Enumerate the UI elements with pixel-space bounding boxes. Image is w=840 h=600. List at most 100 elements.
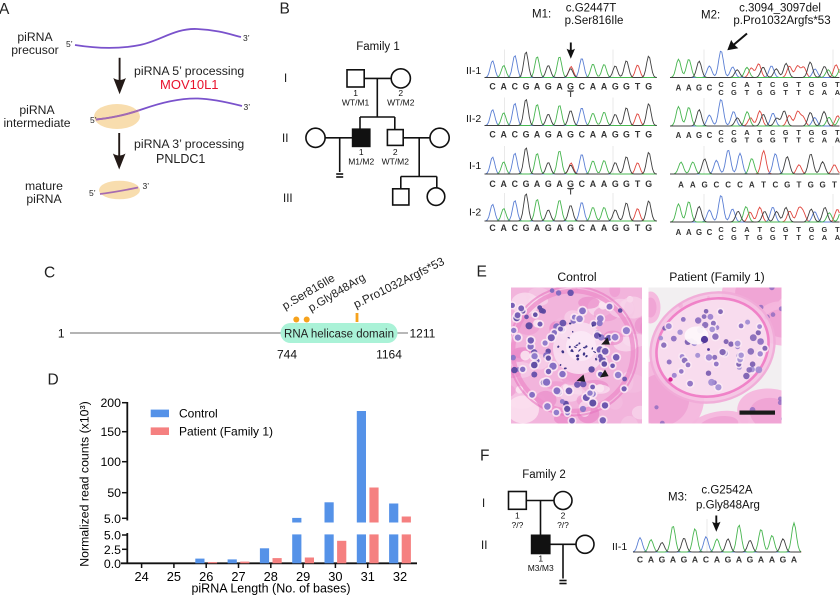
svg-text:A: A [678,181,684,190]
svg-text:A: A [835,233,840,242]
svg-text:T: T [568,90,573,99]
svg-text:G: G [567,223,574,233]
svg-text:T: T [568,187,573,196]
svg-text:Patient (Family 1): Patient (Family 1) [669,270,765,284]
svg-text:30: 30 [328,569,342,584]
svg-text:A: A [769,555,775,565]
svg-text:A: A [534,81,541,91]
svg-text:A: A [822,233,828,242]
svg-text:C: C [512,81,519,91]
svg-text:200: 200 [100,396,121,410]
svg-text:A: A [601,179,608,189]
svg-text:A: A [692,555,698,565]
svg-text:WT/M2: WT/M2 [387,98,415,108]
svg-text:32: 32 [393,569,407,584]
svg-text:G: G [523,179,530,189]
svg-text:100: 100 [100,455,121,469]
svg-text:A: A [501,179,508,189]
svg-text:M1:: M1: [532,9,551,21]
svg-text:1: 1 [353,88,358,98]
svg-text:A: A [601,81,608,91]
svg-text:A: A [556,223,563,233]
svg-text:E: E [477,264,487,281]
svg-text:50: 50 [107,486,121,500]
svg-text:G: G [612,81,619,91]
svg-text:I: I [284,73,287,85]
svg-text:piRNA 3’ processing: piRNA 3’ processing [134,137,244,151]
svg-text:G: G [612,223,619,233]
svg-text:G: G [783,225,789,234]
svg-text:5’: 5’ [89,188,96,198]
svg-text:G: G [523,81,530,91]
svg-text:1: 1 [58,327,65,341]
svg-text:G: G [545,81,552,91]
svg-text:3’: 3’ [143,181,150,191]
svg-text:II-2: II-2 [466,113,481,125]
svg-text:C: C [773,181,779,190]
svg-text:T: T [635,130,641,140]
svg-text:Control: Control [557,270,596,284]
svg-text:precusor: precusor [11,43,58,57]
svg-text:piRNA 5’ processing: piRNA 5’ processing [134,64,244,78]
svg-text:C: C [512,179,519,189]
svg-text:A: A [556,81,563,91]
svg-text:G: G [645,130,652,140]
svg-text:150: 150 [100,425,121,439]
svg-text:G: G [645,223,652,233]
svg-text:A: A [501,223,508,233]
svg-text:T: T [796,80,801,89]
svg-text:T: T [796,136,801,145]
svg-text:5.0: 5.0 [104,512,121,526]
svg-text:G: G [770,136,776,145]
svg-text:G: G [681,555,688,565]
svg-text:p.Pro1032Argfs*53: p.Pro1032Argfs*53 [733,15,830,27]
svg-text:A: A [501,130,508,140]
svg-text:G: G [623,130,630,140]
svg-text:1211: 1211 [410,327,436,341]
svg-text:T: T [745,136,750,145]
svg-text:A: A [501,81,508,91]
svg-text:?/?: ?/? [557,520,569,530]
svg-text:C: C [489,179,496,189]
svg-text:A: A [690,181,696,190]
svg-text:C: C [718,88,724,97]
svg-text:G: G [612,179,619,189]
svg-text:II-1: II-1 [466,65,481,77]
svg-text:G: G [696,131,702,140]
svg-text:28: 28 [264,569,278,584]
svg-text:G: G [645,179,652,189]
svg-text:A: A [744,128,750,137]
svg-text:T: T [796,88,801,97]
svg-text:G: G [822,128,828,137]
svg-text:T: T [835,128,840,137]
svg-text:F: F [480,448,489,465]
svg-text:T: T [796,225,801,234]
svg-text:2: 2 [561,511,566,521]
svg-text:3’: 3’ [244,102,251,112]
svg-text:intermediate: intermediate [3,116,70,130]
svg-text:A: A [590,81,597,91]
svg-text:A: A [556,179,563,189]
svg-text:T: T [796,128,801,137]
svg-text:T: T [745,88,750,97]
svg-text:C: C [44,264,55,281]
svg-text:II-1: II-1 [612,541,627,553]
svg-text:?/?: ?/? [511,520,523,530]
svg-text:C: C [770,225,776,234]
svg-text:C: C [718,128,724,137]
svg-text:T: T [758,128,763,137]
svg-text:G: G [659,555,666,565]
svg-text:A: A [835,136,840,145]
svg-text:T: T [796,233,801,242]
svg-text:II: II [282,133,288,145]
svg-text:WT/M2: WT/M2 [382,157,410,167]
svg-text:G: G [523,130,530,140]
svg-text:C: C [489,130,496,140]
svg-text:M1/M2: M1/M2 [348,157,374,167]
svg-text:c.3094_3097del: c.3094_3097del [739,3,821,15]
svg-text:III: III [283,193,293,205]
svg-text:T: T [783,233,788,242]
svg-text:1: 1 [538,554,543,564]
svg-text:A: A [534,130,541,140]
svg-text:A: A [686,83,692,92]
